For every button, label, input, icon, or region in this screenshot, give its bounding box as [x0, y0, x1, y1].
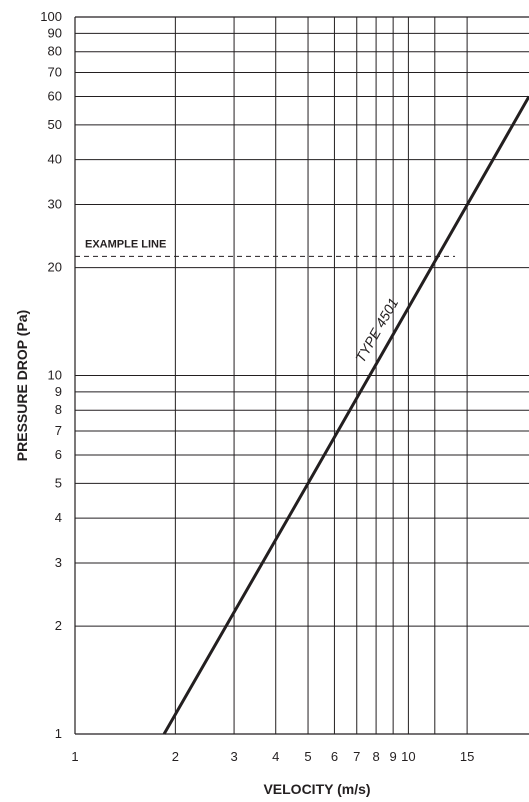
y-axis-title: PRESSURE DROP (Pa) — [14, 310, 30, 461]
y-tick-label: 1 — [55, 726, 62, 741]
x-tick-labels: 1 2 3 4 5 6 7 8 9 10 15 — [71, 749, 474, 764]
x-tick-label: 1 — [71, 749, 78, 764]
y-tick-label: 10 — [48, 368, 62, 383]
chart-grid — [74, 16, 529, 735]
x-tick-label: 9 — [390, 749, 397, 764]
x-tick-label: 4 — [272, 749, 279, 764]
x-tick-label: 8 — [372, 749, 379, 764]
series-layer: TYPE 4501 — [162, 95, 529, 735]
y-tick-label: 70 — [48, 65, 62, 80]
y-tick-label: 40 — [48, 152, 62, 167]
x-tick-label: 15 — [460, 749, 474, 764]
series-line — [162, 95, 529, 735]
x-tick-label: 7 — [353, 749, 360, 764]
y-tick-label: 8 — [55, 402, 62, 417]
x-axis-title: VELOCITY (m/s) — [263, 781, 370, 797]
y-tick-label: 30 — [48, 196, 62, 211]
example-line-label: EXAMPLE LINE — [85, 238, 166, 250]
x-tick-label: 2 — [172, 749, 179, 764]
x-tick-label: 3 — [230, 749, 237, 764]
y-tick-label: 2 — [55, 618, 62, 633]
y-tick-label: 60 — [48, 89, 62, 104]
x-tick-label: 10 — [401, 749, 415, 764]
y-tick-label: 20 — [48, 260, 62, 275]
annotations: EXAMPLE LINE — [75, 238, 456, 257]
y-tick-label: 80 — [48, 44, 62, 59]
y-tick-label: 7 — [55, 423, 62, 438]
x-tick-label: 5 — [304, 749, 311, 764]
x-tick-label: 6 — [331, 749, 338, 764]
y-tick-label: 100 — [40, 9, 62, 24]
y-tick-label: 4 — [55, 510, 62, 525]
y-tick-label: 6 — [55, 447, 62, 462]
y-tick-label: 50 — [48, 117, 62, 132]
y-tick-label: 5 — [55, 475, 62, 490]
y-tick-label: 90 — [48, 25, 62, 40]
y-tick-label: 9 — [55, 384, 62, 399]
y-tick-label: 3 — [55, 555, 62, 570]
